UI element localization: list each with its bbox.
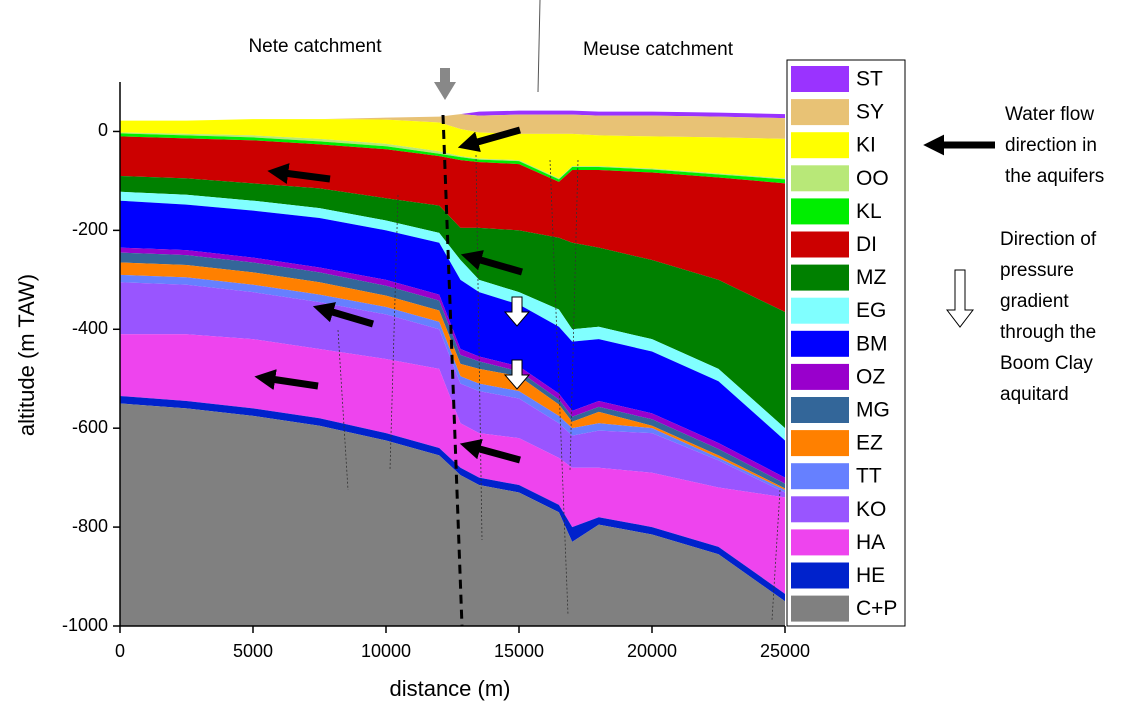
side-note: the aquifers xyxy=(1005,166,1104,187)
legend-label: HA xyxy=(856,531,885,554)
y-axis-label: altitude (m TAW) xyxy=(14,274,39,436)
side-note: through the xyxy=(1000,322,1096,343)
legend-label: OO xyxy=(856,167,889,190)
flow-arrows xyxy=(254,126,995,464)
y-tick-label: -800 xyxy=(72,516,108,536)
legend-label: BM xyxy=(856,332,888,355)
dotted-line xyxy=(389,194,399,471)
legend-swatch xyxy=(791,165,849,192)
legend-label: C+P xyxy=(856,597,897,620)
y-tick-label: -200 xyxy=(72,219,108,239)
y-tick-label: -600 xyxy=(72,417,108,437)
legend-swatch xyxy=(791,330,849,357)
legend-label: OZ xyxy=(856,365,885,388)
x-tick-label: 25000 xyxy=(760,641,810,661)
flow-arrow xyxy=(459,438,521,464)
legend-swatch xyxy=(791,297,849,324)
legend-label: HE xyxy=(856,564,885,587)
dotted-line xyxy=(337,329,349,491)
layer xyxy=(120,132,785,180)
layer xyxy=(120,200,785,478)
legend-swatch xyxy=(791,529,849,556)
pressure-arrow xyxy=(503,296,531,327)
layer xyxy=(120,110,785,121)
side-note: direction in xyxy=(1005,135,1097,156)
side-note: gradient xyxy=(1000,291,1069,312)
legend-swatch xyxy=(791,231,849,258)
legend-label: TT xyxy=(856,465,882,488)
legend-swatch xyxy=(791,430,849,457)
legend-label: MZ xyxy=(856,266,886,289)
layer xyxy=(120,334,785,594)
legend-swatch xyxy=(791,198,849,225)
legend-label: KI xyxy=(856,134,876,157)
legend-swatch xyxy=(791,463,849,490)
legend-label: KO xyxy=(856,498,886,521)
legend-swatch xyxy=(791,496,849,523)
annotation: Meuse catchment xyxy=(583,39,734,60)
flow-arrow xyxy=(254,369,319,391)
legend-swatch xyxy=(791,562,849,589)
layer xyxy=(120,175,785,429)
flow-arrow xyxy=(457,126,521,152)
x-tick-label: 0 xyxy=(115,641,125,661)
x-tick-label: 5000 xyxy=(233,641,273,661)
y-tick-label: -1000 xyxy=(62,615,108,635)
legend-swatch xyxy=(791,363,849,390)
layers xyxy=(120,110,785,626)
pressure-arrow-key xyxy=(945,269,975,328)
side-note: Water flow xyxy=(1005,104,1094,125)
x-tick-label: 10000 xyxy=(361,641,411,661)
layer xyxy=(120,403,785,626)
legend-label: DI xyxy=(856,233,877,256)
divide-line xyxy=(537,0,541,93)
side-note: Direction of xyxy=(1000,229,1097,250)
divide-arrow xyxy=(434,68,456,100)
legend-swatch xyxy=(791,99,849,126)
flow-arrow xyxy=(267,163,331,184)
x-axis-label: distance (m) xyxy=(389,676,510,701)
y-tick-label: 0 xyxy=(98,120,108,140)
dotted-line xyxy=(771,489,781,621)
layer xyxy=(120,133,785,184)
legend-swatch xyxy=(791,264,849,291)
fault-line xyxy=(441,114,464,627)
legend-swatch xyxy=(791,397,849,423)
legend-swatch xyxy=(791,66,849,92)
legend-swatch xyxy=(791,595,849,622)
flow-arrow xyxy=(312,302,374,328)
side-note: aquitard xyxy=(1000,384,1069,405)
legend-label: KL xyxy=(856,200,882,223)
side-note: pressure xyxy=(1000,260,1074,281)
legend-label: ST xyxy=(856,68,883,91)
x-tick-label: 20000 xyxy=(627,641,677,661)
layer xyxy=(120,119,785,179)
decorations xyxy=(254,0,995,627)
y-tick-label: -400 xyxy=(72,318,108,338)
flow-arrow xyxy=(460,250,523,276)
legend-label: EZ xyxy=(856,432,883,455)
dotted-line xyxy=(475,154,483,541)
pressure-arrow xyxy=(503,359,531,390)
legend-label: SY xyxy=(856,101,884,124)
legend-label: EG xyxy=(856,299,886,322)
annotation: Nete catchment xyxy=(248,36,382,57)
side-note: Boom Clay xyxy=(1000,353,1093,374)
legend-label: MG xyxy=(856,399,890,422)
layer xyxy=(120,114,785,139)
legend-swatch xyxy=(791,132,849,159)
x-tick-label: 15000 xyxy=(494,641,544,661)
axes xyxy=(113,82,786,633)
